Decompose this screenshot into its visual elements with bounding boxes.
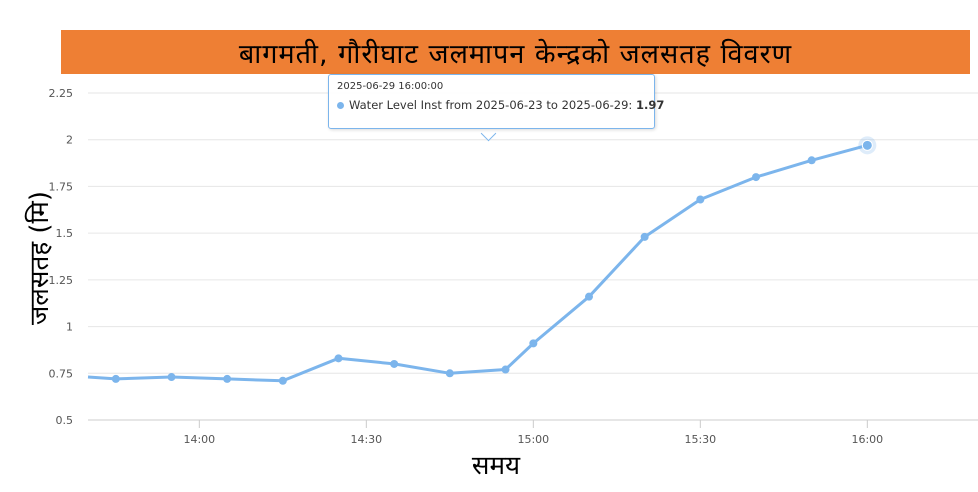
grid-lines — [88, 92, 978, 421]
y-tick-label: 1.75 — [49, 180, 74, 193]
tooltip-date: 2025-06-29 16:00:00 — [337, 81, 444, 92]
data-point[interactable] — [445, 369, 454, 378]
data-tooltip: 2025-06-29 16:00:00 Water Level Inst fro… — [328, 74, 664, 129]
data-point[interactable] — [390, 359, 399, 368]
x-tick-label: 15:00 — [517, 433, 549, 446]
data-point[interactable] — [334, 354, 343, 363]
tooltip-value: 1.97 — [635, 98, 665, 112]
y-tick-label: 1 — [66, 321, 73, 334]
y-tick-label: 1.5 — [56, 227, 74, 240]
data-point[interactable] — [167, 373, 176, 382]
y-tick-label: 0.75 — [49, 367, 74, 380]
data-point[interactable] — [111, 374, 120, 383]
data-point[interactable] — [501, 365, 510, 374]
y-axis-ticks: 0.5 0.75 1 1.25 1.5 1.75 2 2.25 — [49, 87, 74, 427]
x-axis-title: समय — [472, 451, 521, 481]
y-tick-label: 2.25 — [49, 87, 74, 100]
chart-title: बागमती, गौरीघाट जलमापन केन्द्रको जलसतह व… — [238, 38, 793, 70]
data-point[interactable] — [278, 376, 287, 385]
y-tick-label: 2 — [66, 134, 73, 147]
data-point[interactable] — [529, 339, 538, 348]
x-tick-label: 14:30 — [350, 433, 382, 446]
x-tick-label: 16:00 — [851, 433, 883, 446]
data-point[interactable] — [640, 232, 649, 241]
data-point[interactable] — [585, 292, 593, 301]
water-level-line — [87, 143, 868, 383]
x-tick-label: 14:00 — [183, 433, 215, 446]
y-tick-label: 0.5 — [56, 414, 74, 427]
x-tick-label: 15:30 — [684, 433, 716, 446]
y-tick-label: 1.25 — [49, 274, 74, 287]
data-point[interactable] — [861, 139, 873, 151]
x-axis-ticks: 14:0014:3015:0015:3016:0016:3017:0017:30… — [183, 420, 883, 446]
chart-title-banner: बागमती, गौरीघाट जलमापन केन्द्रको जलसतह व… — [61, 30, 970, 74]
data-points — [111, 136, 877, 385]
series-dot-icon — [337, 102, 344, 109]
data-point[interactable] — [807, 156, 816, 165]
y-axis-title: जलसतह (मि) — [24, 191, 55, 325]
data-point[interactable] — [223, 374, 232, 383]
data-point[interactable] — [752, 173, 760, 182]
tooltip-row: Water Level Inst from 2025-06-23 to 2025… — [337, 98, 664, 112]
tooltip-label: Water Level Inst from 2025-06-23 to 2025… — [349, 98, 636, 112]
data-point[interactable] — [696, 195, 705, 204]
